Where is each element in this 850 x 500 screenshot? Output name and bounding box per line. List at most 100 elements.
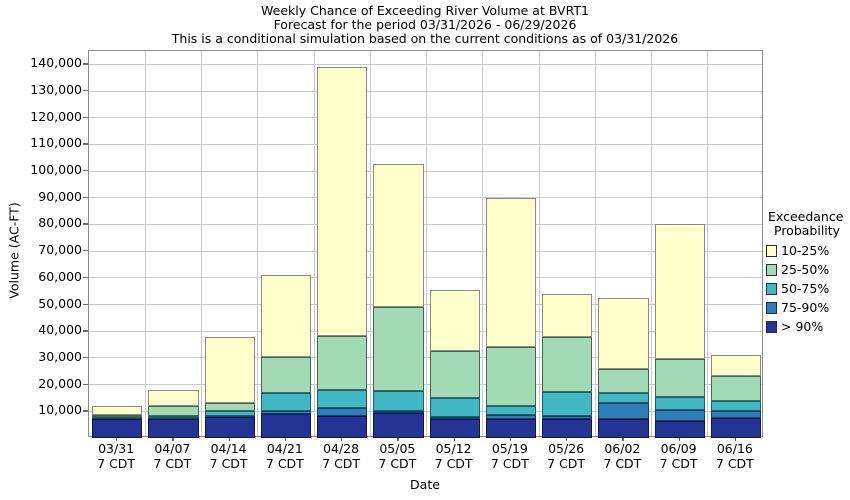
bar-segment-1025-06-16 <box>710 354 761 376</box>
legend-item: 10-25% <box>766 243 850 258</box>
chart-note: This is a conditional simulation based o… <box>171 31 679 46</box>
bar-segment-2550-03-31 <box>92 415 143 418</box>
bar-segment-2550-04-28 <box>317 335 368 390</box>
bar-segment-2550-05-12 <box>429 351 480 398</box>
x-tick-label: 06/16 7 CDT <box>715 441 754 471</box>
bar-segment-7590-05-26 <box>542 416 593 419</box>
x-tick-label: 06/09 7 CDT <box>659 441 698 471</box>
bar-segment-2550-04-07 <box>148 405 199 417</box>
bar-segment-5075-04-21 <box>260 392 311 412</box>
x-tick-mark <box>228 437 230 441</box>
x-axis-label: Date <box>410 477 440 492</box>
legend-label: 50-75% <box>781 281 830 296</box>
x-tick-mark <box>622 437 624 441</box>
bar-segment-5075-04-28 <box>317 389 368 408</box>
bar-segment-90-05-05 <box>373 413 424 438</box>
bar-segment-90-06-16 <box>710 417 761 438</box>
bar-segment-7590-05-12 <box>429 416 480 419</box>
bar-segment-90-03-31 <box>92 418 143 438</box>
h-gridline <box>89 117 762 119</box>
y-tick-mark <box>83 303 88 305</box>
y-tick-label: 50,000 <box>38 295 82 311</box>
bar-segment-1025-04-07 <box>148 389 199 406</box>
legend-title-line1: Exceedance <box>768 209 844 224</box>
bar-segment-1025-04-21 <box>260 275 311 357</box>
h-gridline <box>89 250 762 252</box>
y-tick-label: 120,000 <box>30 108 82 124</box>
legend-item: > 90% <box>766 319 850 334</box>
x-tick-mark <box>734 437 737 441</box>
y-tick-label: 30,000 <box>38 348 82 364</box>
y-tick-label: 10,000 <box>38 402 82 418</box>
x-tick-mark <box>453 437 455 441</box>
y-tick-label: 140,000 <box>30 55 82 71</box>
bar-segment-5075-05-26 <box>542 391 593 417</box>
h-gridline <box>89 223 762 225</box>
h-gridline <box>89 304 762 306</box>
x-tick-mark <box>284 437 287 441</box>
bar-segment-5075-06-09 <box>654 397 705 410</box>
legend-swatch-icon <box>766 282 777 295</box>
legend: Exceedance Probability 10-25% 25-50% 50-75… <box>766 209 850 334</box>
legend-label: 75-90% <box>781 300 830 315</box>
h-gridline <box>89 63 762 65</box>
h-gridline <box>89 357 762 359</box>
bar-segment-1025-04-14 <box>204 336 255 403</box>
v-gridline <box>594 51 596 436</box>
bar-segment-90-05-26 <box>542 418 593 438</box>
v-gridline <box>369 51 371 436</box>
y-tick-label: 20,000 <box>38 375 82 391</box>
chart-subtitle: Forecast for the period 03/31/2026 - 06/… <box>273 17 577 32</box>
y-tick-label: 40,000 <box>38 322 82 338</box>
bar-segment-7590-05-19 <box>485 415 536 420</box>
legend-title-line2: Probability <box>774 223 841 238</box>
bar-segment-1025-03-31 <box>92 405 143 416</box>
y-tick-mark <box>83 330 88 332</box>
bar-segment-2550-06-09 <box>654 359 705 398</box>
bar-segment-2550-06-16 <box>710 375 761 402</box>
bar-segment-90-05-19 <box>485 419 536 438</box>
bar-segment-90-04-14 <box>204 416 255 438</box>
bar-segment-90-04-28 <box>317 416 368 438</box>
bar-segment-1025-06-02 <box>598 297 649 369</box>
x-tick-label: 05/19 7 CDT <box>490 441 529 471</box>
bar-segment-2550-05-19 <box>485 347 536 406</box>
bar-segment-5075-06-16 <box>710 401 761 412</box>
y-tick-label: 130,000 <box>30 82 82 98</box>
x-tick-mark <box>566 437 568 441</box>
legend-swatch-icon <box>766 263 777 276</box>
bar-segment-90-05-12 <box>429 418 480 438</box>
x-tick-label: 04/07 7 CDT <box>153 441 192 471</box>
bar-segment-90-04-21 <box>260 413 311 438</box>
bar-segment-5075-04-14 <box>204 410 255 416</box>
v-gridline <box>144 51 146 436</box>
chart-title: Weekly Chance of Exceeding River Volume … <box>261 3 589 18</box>
x-tick-label: 04/21 7 CDT <box>265 441 304 471</box>
x-tick-mark <box>509 437 512 441</box>
bar-segment-7590-06-02 <box>598 403 649 419</box>
h-gridline <box>89 197 762 199</box>
bar-segment-1025-05-26 <box>542 293 593 337</box>
x-tick-label: 05/05 7 CDT <box>378 441 417 471</box>
v-gridline <box>538 51 540 436</box>
x-tick-label: 05/26 7 CDT <box>547 441 586 471</box>
y-tick-mark <box>83 170 88 172</box>
x-tick-mark <box>172 437 174 441</box>
y-tick-mark <box>83 223 88 225</box>
bar-segment-7590-04-28 <box>317 407 368 417</box>
v-gridline <box>482 51 484 436</box>
bar-segment-7590-06-16 <box>710 411 761 418</box>
bar-segment-90-04-07 <box>148 419 199 438</box>
y-tick-label: 80,000 <box>38 215 82 231</box>
legend-label: > 90% <box>781 319 824 334</box>
v-gridline <box>313 51 315 436</box>
y-tick-mark <box>83 276 88 279</box>
h-gridline <box>89 410 762 412</box>
legend-item: 50-75% <box>766 281 850 296</box>
v-gridline <box>201 51 202 436</box>
bar-segment-2550-05-26 <box>542 336 593 392</box>
v-gridline <box>707 51 709 436</box>
legend-item: 75-90% <box>766 300 850 315</box>
x-tick-mark <box>116 437 118 441</box>
bar-segment-1025-05-19 <box>485 197 536 348</box>
